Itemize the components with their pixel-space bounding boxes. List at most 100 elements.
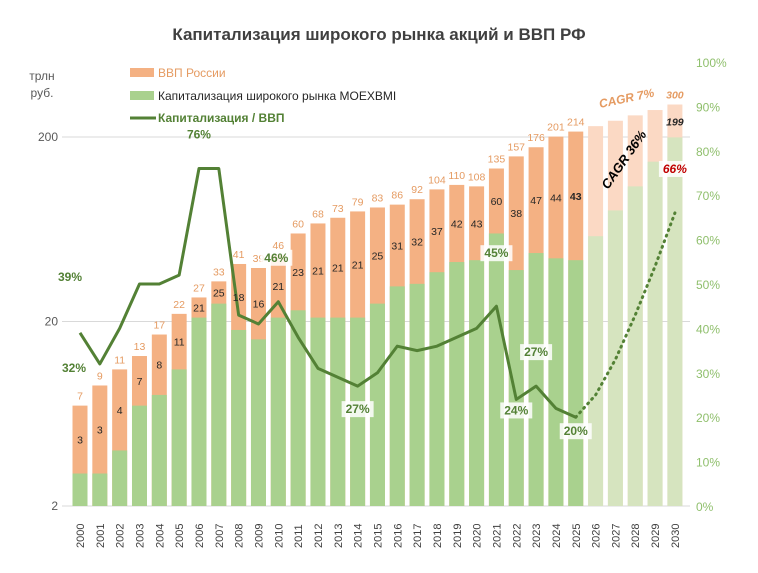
ratio-value-label: 27% xyxy=(524,345,548,359)
cap-bar xyxy=(290,310,306,506)
right-tick-label: 70% xyxy=(696,189,720,203)
x-tick-label: 2014 xyxy=(353,524,365,548)
ratio-label-bg xyxy=(341,401,374,418)
cap-value-label: 60 xyxy=(491,196,503,208)
cap-value-label: 47 xyxy=(530,195,542,207)
gdp-value-label: 60 xyxy=(292,218,304,230)
x-tick-label: 2002 xyxy=(115,524,127,548)
gdp-value-label: 7 xyxy=(77,391,83,403)
cap-value-label: 43 xyxy=(570,191,582,203)
ratio-label-bg xyxy=(559,423,592,440)
gdp-value-label: 92 xyxy=(411,184,423,196)
gdp-value-label: 300 xyxy=(666,90,684,102)
cap-value-label: 3 xyxy=(77,435,83,447)
ratio-label-bg xyxy=(480,245,513,262)
ratio-value-label: 39% xyxy=(58,270,82,284)
cap-value-label: 4 xyxy=(117,405,123,417)
right-tick-label: 30% xyxy=(696,367,720,381)
cap-value-label: 16 xyxy=(253,299,265,311)
cap-bar xyxy=(389,286,405,506)
cap-bar xyxy=(667,137,683,506)
legend-swatch-cap xyxy=(130,91,154,100)
gdp-value-label: 79 xyxy=(352,196,364,208)
ratio-label-bg xyxy=(520,344,553,361)
gdp-value-label: 135 xyxy=(488,153,506,165)
cap-bar xyxy=(131,405,147,506)
x-tick-label: 2009 xyxy=(253,524,265,548)
cap-value-label: 37 xyxy=(431,226,443,238)
x-tick-label: 2018 xyxy=(432,524,444,548)
x-tick-label: 2027 xyxy=(610,524,622,548)
cap-value-label: 11 xyxy=(174,337,185,349)
x-tick-label: 2005 xyxy=(174,524,186,548)
gdp-value-label: 13 xyxy=(134,341,146,353)
cap-value-label: 31 xyxy=(391,241,403,253)
x-tick-label: 2024 xyxy=(551,524,563,548)
gdp-value-label: 86 xyxy=(391,190,403,202)
cap-bar xyxy=(92,473,108,506)
legend-swatch-gdp xyxy=(130,68,154,77)
cap-value-label: 21 xyxy=(312,266,324,278)
cap-bar xyxy=(488,233,504,506)
cap-bar xyxy=(588,236,604,507)
legend: ВВП России Капитализация широкого рынка … xyxy=(130,66,396,125)
right-tick-label: 0% xyxy=(696,500,714,514)
cap-value-label: 3 xyxy=(97,424,103,436)
x-tick-label: 2010 xyxy=(273,524,285,548)
ratio-forecast-line xyxy=(574,211,677,419)
ratio-value-label: 24% xyxy=(504,403,528,417)
cap-value-label: 8 xyxy=(156,360,162,372)
cap-bar xyxy=(409,283,425,506)
x-tick-label: 2022 xyxy=(511,524,523,548)
cap-bar xyxy=(231,329,247,506)
cap-bar xyxy=(548,258,564,506)
right-tick-label: 100% xyxy=(696,56,727,70)
x-tick-label: 2030 xyxy=(670,524,682,548)
gdp-value-label: 39 xyxy=(253,253,265,265)
cap-value-label: 199 xyxy=(666,116,684,128)
x-tick-label: 2004 xyxy=(154,524,166,548)
gdp-value-label: 176 xyxy=(527,132,545,144)
ratio-line xyxy=(78,167,577,419)
gdp-value-label: 9 xyxy=(97,370,103,382)
right-tick-label: 20% xyxy=(696,411,720,425)
cap-value-label: 42 xyxy=(451,218,463,230)
cap-bar xyxy=(310,317,326,506)
right-tick-label: 40% xyxy=(696,322,720,336)
x-tick-label: 2017 xyxy=(412,524,424,548)
x-tick-label: 2025 xyxy=(571,524,583,548)
gdp-value-label: 68 xyxy=(312,208,324,220)
x-tick-label: 2015 xyxy=(372,524,384,548)
left-tick-label: 2 xyxy=(51,499,58,513)
ratio-label-bg xyxy=(500,402,533,419)
x-tick-label: 2001 xyxy=(95,524,107,548)
gdp-value-label: 83 xyxy=(372,192,384,204)
ratio-value-label: 66% xyxy=(663,162,687,176)
cap-value-label: 44 xyxy=(550,192,562,204)
ratio-label-bg xyxy=(260,249,293,266)
ratio-label-bg xyxy=(58,359,90,376)
x-tick-label: 2008 xyxy=(234,524,246,548)
x-tick-label: 2013 xyxy=(333,524,345,548)
cap-bar xyxy=(330,317,346,506)
cap-bar xyxy=(508,270,524,506)
x-tick-label: 2000 xyxy=(75,524,87,548)
cap-value-label: 25 xyxy=(213,287,225,299)
gdp-value-label: 201 xyxy=(547,122,565,134)
cap-bar xyxy=(112,450,128,506)
cap-value-label: 7 xyxy=(137,376,143,388)
cap-bar xyxy=(449,262,465,506)
x-tick-label: 2021 xyxy=(491,524,503,548)
x-tick-label: 2023 xyxy=(531,524,543,548)
right-tick-label: 50% xyxy=(696,278,720,292)
legend-label-gdp: ВВП России xyxy=(158,66,226,80)
ratio-value-label: 46% xyxy=(264,251,288,265)
cap-value-label: 21 xyxy=(352,260,364,272)
left-tick-label: 200 xyxy=(38,130,58,144)
ratio-value-label: 76% xyxy=(187,128,211,142)
gdp-value-label: 33 xyxy=(213,266,225,278)
right-tick-label: 10% xyxy=(696,456,720,470)
right-tick-label: 80% xyxy=(696,145,720,159)
x-tick-label: 2019 xyxy=(452,524,464,548)
